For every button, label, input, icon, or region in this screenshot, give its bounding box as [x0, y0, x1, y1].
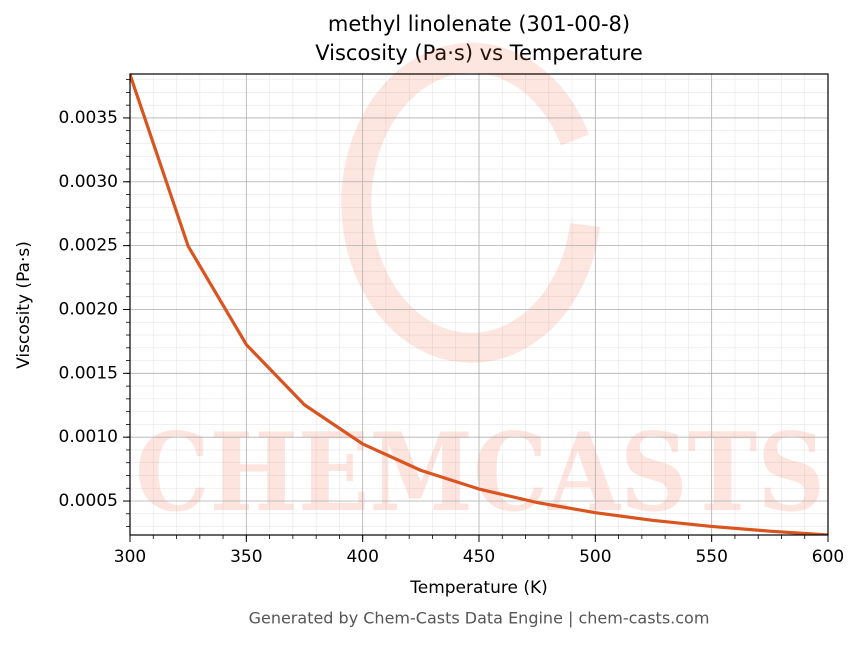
x-tick-label: 300 — [114, 547, 146, 567]
y-tick-label: 0.0010 — [59, 427, 118, 447]
watermark-group: CHEMCASTS — [135, 42, 825, 536]
footer: Generated by Chem-Casts Data Engine | ch… — [249, 609, 710, 628]
x-tick-label: 500 — [579, 547, 611, 567]
plot-frame — [129, 73, 829, 536]
x-tick-label: 400 — [346, 547, 378, 567]
y-tick-label: 0.0015 — [59, 363, 118, 383]
x-tick-label: 450 — [463, 547, 495, 567]
data-line — [130, 74, 828, 535]
x-tick-label: 350 — [230, 547, 262, 567]
y-tick-label: 0.0020 — [59, 299, 118, 319]
x-tick-label: 600 — [812, 547, 844, 567]
y-axis-label: Viscosity (Pa·s) — [14, 241, 34, 369]
chart-subtitle: Viscosity (Pa·s) vs Temperature — [315, 41, 643, 65]
y-tick-label: 0.0005 — [59, 491, 118, 511]
y-tick-label: 0.0025 — [59, 236, 118, 256]
x-tick-label: 550 — [695, 547, 727, 567]
watermark-logo — [341, 42, 600, 363]
x-axis-label: Temperature (K) — [409, 578, 548, 598]
y-tick-label: 0.0035 — [59, 108, 118, 128]
y-tick-label: 0.0030 — [59, 172, 118, 192]
watermark-text: CHEMCASTS — [135, 410, 825, 536]
chart-title: methyl linolenate (301-00-8) — [328, 12, 630, 36]
